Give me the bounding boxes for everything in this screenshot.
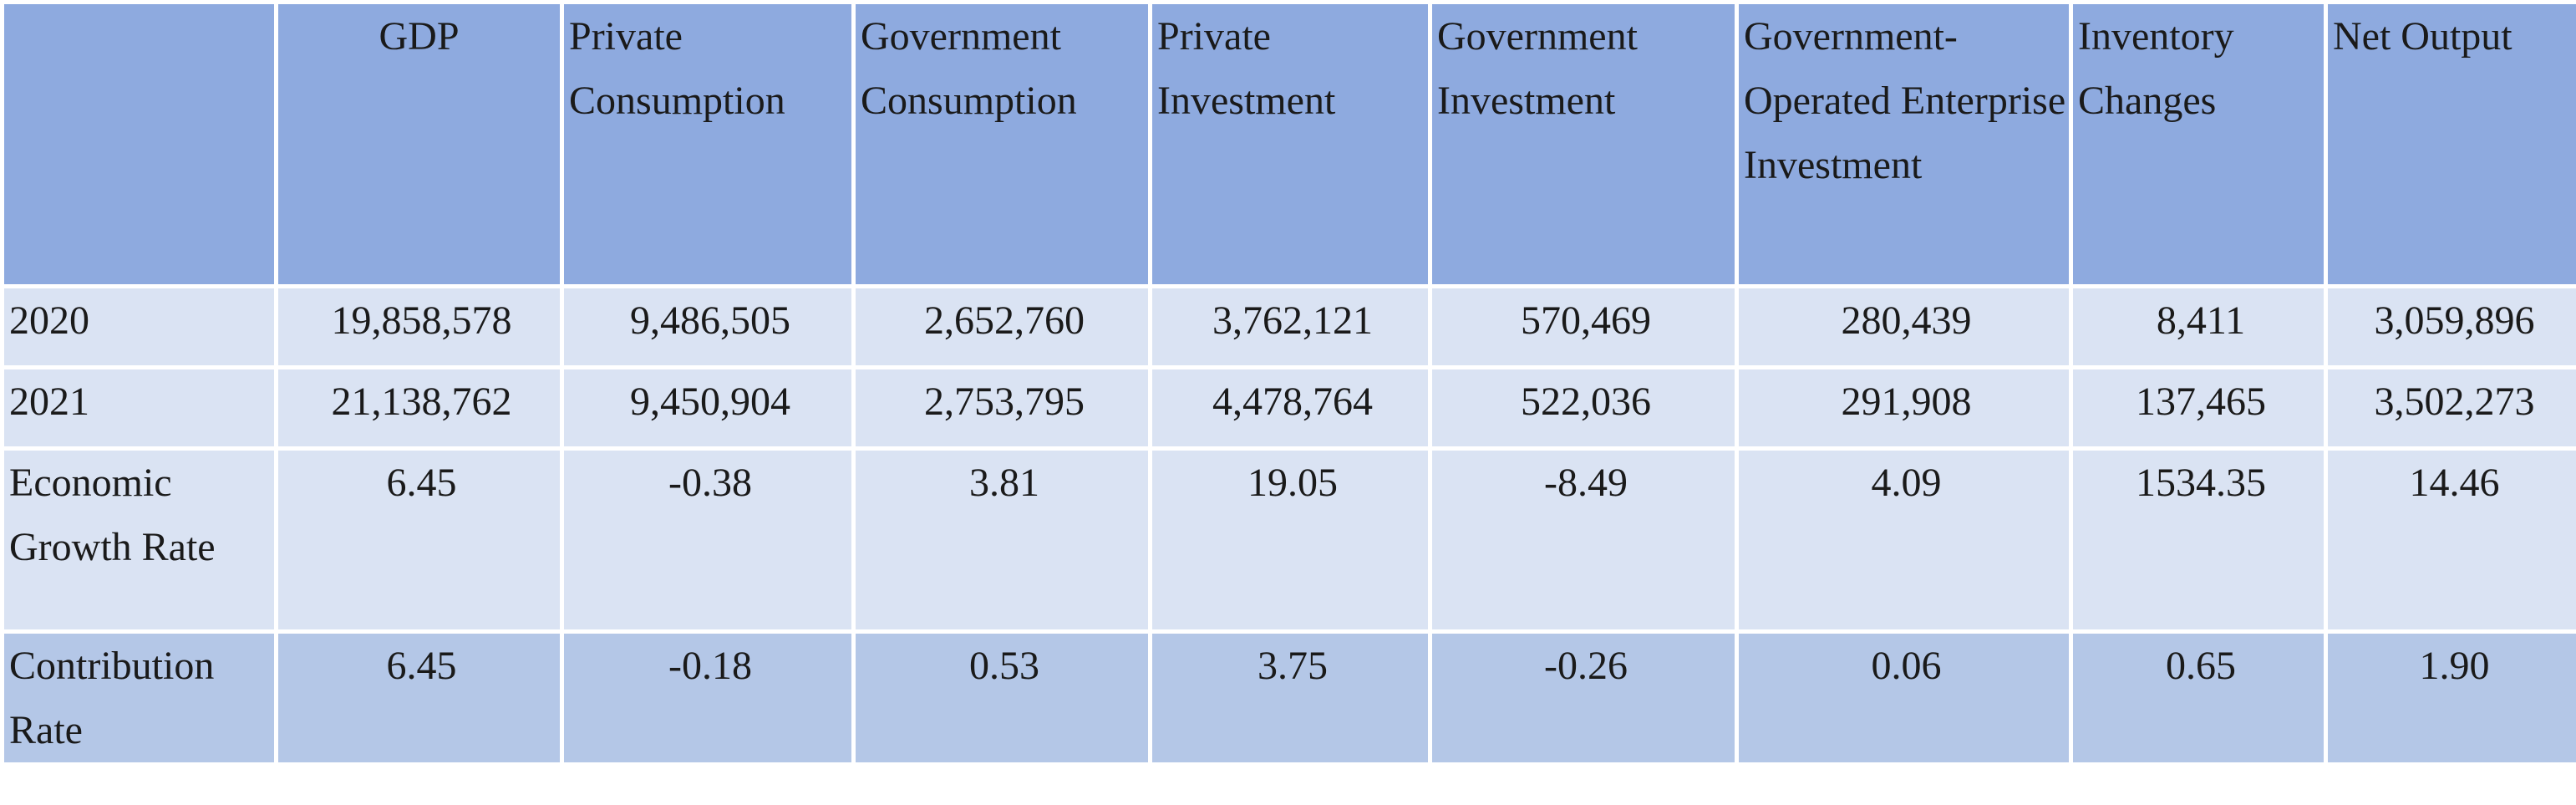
- table-row-2020: 2020 19,858,578 9,486,505 2,652,760 3,76…: [0, 284, 2576, 369]
- cell-private-investment: 3,762,121: [1148, 284, 1432, 369]
- header-private-consumption: Private Consumption: [560, 0, 856, 288]
- cell-private-investment: 19.05: [1148, 446, 1432, 634]
- table-row-2021: 2021 21,138,762 9,450,904 2,753,795 4,47…: [0, 365, 2576, 451]
- cell-net-output: 1.90: [2324, 629, 2576, 767]
- header-government-operated-enterprise-investment: Government-Operated Enterprise Investmen…: [1735, 0, 2073, 288]
- cell-private-consumption: -0.38: [560, 446, 856, 634]
- header-government-consumption: Government Consumption: [851, 0, 1152, 288]
- cell-government-investment: 522,036: [1428, 365, 1739, 451]
- header-gdp: GDP: [274, 0, 564, 288]
- gdp-components-table: GDP Private Consumption Government Consu…: [0, 0, 2576, 767]
- cell-government-operated-enterprise-investment: 4.09: [1735, 446, 2073, 634]
- cell-private-consumption: 9,486,505: [560, 284, 856, 369]
- header-inventory-changes: Inventory Changes: [2069, 0, 2328, 288]
- cell-government-operated-enterprise-investment: 0.06: [1735, 629, 2073, 767]
- table-row-contribution-rate: Contribution Rate 6.45 -0.18 0.53 3.75 -…: [0, 629, 2576, 767]
- row-label: 2021: [0, 365, 278, 451]
- cell-inventory-changes: 1534.35: [2069, 446, 2328, 634]
- cell-government-consumption: 2,753,795: [851, 365, 1152, 451]
- cell-government-consumption: 0.53: [851, 629, 1152, 767]
- row-label: Contribution Rate: [0, 629, 278, 767]
- table-row-economic-growth-rate: Economic Growth Rate 6.45 -0.38 3.81 19.…: [0, 446, 2576, 634]
- cell-private-investment: 4,478,764: [1148, 365, 1432, 451]
- cell-private-consumption: -0.18: [560, 629, 856, 767]
- cell-gdp: 21,138,762: [274, 365, 564, 451]
- cell-gdp: 6.45: [274, 629, 564, 767]
- cell-government-consumption: 3.81: [851, 446, 1152, 634]
- header-government-investment: Government Investment: [1428, 0, 1739, 288]
- header-private-investment: Private Investment: [1148, 0, 1432, 288]
- cell-inventory-changes: 0.65: [2069, 629, 2328, 767]
- header-corner: [0, 0, 278, 288]
- cell-government-investment: -8.49: [1428, 446, 1739, 634]
- cell-net-output: 3,059,896: [2324, 284, 2576, 369]
- cell-government-investment: 570,469: [1428, 284, 1739, 369]
- header-net-output: Net Output: [2324, 0, 2576, 288]
- cell-gdp: 6.45: [274, 446, 564, 634]
- cell-private-investment: 3.75: [1148, 629, 1432, 767]
- cell-inventory-changes: 137,465: [2069, 365, 2328, 451]
- cell-gdp: 19,858,578: [274, 284, 564, 369]
- row-label: 2020: [0, 284, 278, 369]
- cell-government-operated-enterprise-investment: 280,439: [1735, 284, 2073, 369]
- cell-net-output: 14.46: [2324, 446, 2576, 634]
- cell-government-operated-enterprise-investment: 291,908: [1735, 365, 2073, 451]
- cell-government-consumption: 2,652,760: [851, 284, 1152, 369]
- header-row: GDP Private Consumption Government Consu…: [0, 0, 2576, 288]
- row-label: Economic Growth Rate: [0, 446, 278, 634]
- cell-inventory-changes: 8,411: [2069, 284, 2328, 369]
- cell-private-consumption: 9,450,904: [560, 365, 856, 451]
- cell-net-output: 3,502,273: [2324, 365, 2576, 451]
- cell-government-investment: -0.26: [1428, 629, 1739, 767]
